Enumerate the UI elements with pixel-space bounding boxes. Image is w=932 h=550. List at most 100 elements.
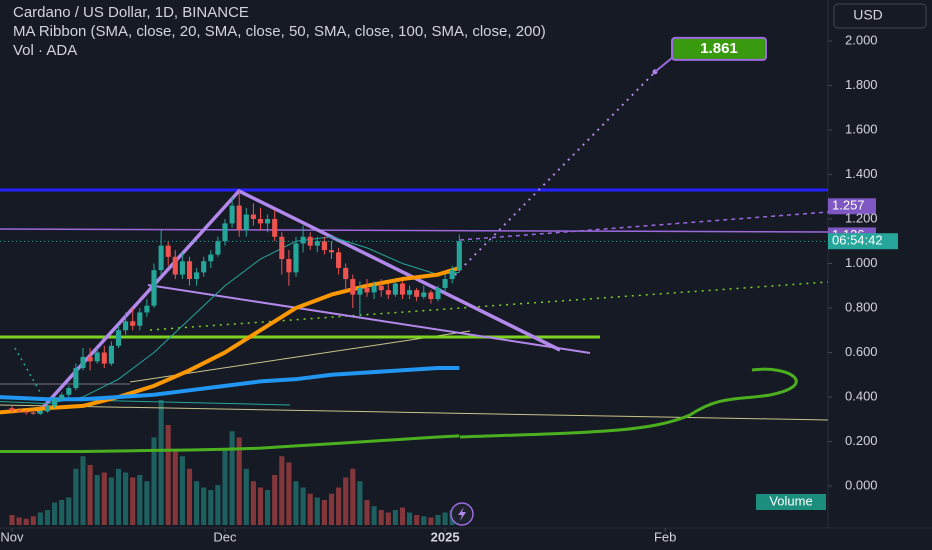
price-label-box bbox=[828, 198, 876, 215]
candle-body bbox=[279, 236, 285, 260]
volume-bar bbox=[265, 490, 271, 525]
volume-bar bbox=[442, 512, 448, 525]
volume-bar bbox=[201, 487, 207, 525]
volume-bar bbox=[52, 502, 58, 525]
candle-body bbox=[399, 283, 406, 295]
volume-bar bbox=[37, 512, 43, 525]
candle-body bbox=[201, 261, 207, 273]
x-tick-label: Dec bbox=[213, 529, 237, 544]
candle-body bbox=[293, 243, 299, 273]
y-tick-label: 0.800 bbox=[845, 299, 878, 314]
volume-bar bbox=[179, 456, 185, 525]
volume-bar bbox=[222, 450, 228, 525]
volume-bar bbox=[243, 468, 249, 525]
candle-body bbox=[300, 236, 306, 244]
candle-body bbox=[449, 270, 455, 280]
candle-body bbox=[37, 411, 43, 414]
volume-bar bbox=[23, 518, 29, 525]
currency-button[interactable] bbox=[833, 3, 927, 29]
y-tick-label: 1.000 bbox=[845, 255, 878, 270]
candles bbox=[9, 190, 462, 415]
y-tick-label: 1.200 bbox=[845, 210, 878, 225]
candle-body bbox=[179, 261, 185, 275]
volume-bar bbox=[279, 456, 285, 525]
trend-line bbox=[459, 211, 829, 241]
candle-body bbox=[165, 245, 171, 257]
candle-body bbox=[307, 236, 313, 246]
volume-bar bbox=[194, 481, 200, 525]
y-tick-label: 0.200 bbox=[845, 433, 878, 448]
candle-body bbox=[44, 405, 51, 412]
candle-body bbox=[392, 283, 398, 295]
volume-bar bbox=[414, 515, 420, 525]
candle-body bbox=[229, 205, 235, 224]
candle-body bbox=[257, 218, 264, 224]
volume-bar bbox=[208, 490, 214, 525]
volume-bar bbox=[215, 485, 221, 525]
candle-body bbox=[321, 241, 327, 251]
ma-line bbox=[0, 434, 460, 453]
volume-bar bbox=[108, 477, 114, 525]
candle-body bbox=[172, 256, 178, 275]
volume-bar bbox=[73, 468, 79, 525]
candle-body bbox=[158, 245, 164, 271]
candle-body bbox=[137, 312, 143, 326]
candle-body bbox=[286, 259, 292, 273]
volume-bar bbox=[357, 481, 363, 525]
volume-bar bbox=[399, 507, 406, 525]
trend-line bbox=[0, 404, 829, 421]
candle-body bbox=[414, 290, 420, 297]
x-tick-label: 2025 bbox=[431, 529, 460, 544]
volume-bar bbox=[350, 468, 356, 525]
candle-body bbox=[94, 352, 100, 362]
x-tick-label: Feb bbox=[654, 529, 676, 544]
candle-body bbox=[101, 352, 107, 364]
ma-ribbon bbox=[0, 236, 460, 453]
volume-bar bbox=[186, 468, 193, 525]
candle-body bbox=[357, 287, 363, 295]
y-tick-label: 1.400 bbox=[845, 166, 878, 181]
volume-bar bbox=[293, 481, 299, 525]
freehand-line bbox=[459, 367, 798, 439]
volume-bar bbox=[59, 500, 65, 525]
candle-body bbox=[428, 292, 434, 300]
volume-bar bbox=[9, 515, 15, 525]
y-tick-label: 0.000 bbox=[845, 477, 878, 492]
x-tick-label: Nov bbox=[0, 529, 24, 544]
volume-bar bbox=[87, 465, 93, 525]
y-tick-label: 1.800 bbox=[845, 77, 878, 92]
candle-body bbox=[80, 356, 86, 369]
volume-bar bbox=[336, 487, 342, 525]
volume-bar bbox=[421, 516, 427, 525]
ma-line bbox=[0, 236, 460, 405]
candle-body bbox=[336, 252, 342, 268]
volume-bar bbox=[229, 431, 235, 525]
candle-body bbox=[16, 410, 22, 412]
volume-title: Volume bbox=[769, 493, 812, 508]
candle-body bbox=[115, 330, 122, 346]
ma-line bbox=[0, 366, 460, 402]
volume-bar bbox=[286, 462, 292, 525]
chart-title: Cardano / US Dollar, 1D, BINANCE bbox=[13, 4, 249, 21]
trend-line bbox=[149, 281, 829, 331]
candle-body bbox=[350, 279, 356, 295]
trend-line bbox=[14, 347, 41, 393]
candle-body bbox=[272, 218, 278, 237]
y-tick-label: 2.000 bbox=[845, 32, 878, 47]
y-tick-label: 0.400 bbox=[845, 388, 878, 403]
candle-body bbox=[30, 412, 36, 414]
volume-bar bbox=[172, 450, 178, 525]
volume-bar bbox=[80, 456, 86, 525]
volume-bar bbox=[151, 437, 157, 525]
volume-bar bbox=[371, 506, 377, 525]
candle-body bbox=[208, 254, 214, 262]
price-label: 1.257 bbox=[832, 198, 865, 213]
volume-bar bbox=[16, 517, 22, 525]
candle-body bbox=[222, 223, 228, 242]
candle-body bbox=[456, 241, 462, 271]
volume-bar bbox=[144, 481, 150, 525]
indicator-legend: MA Ribbon (SMA, close, 20, SMA, close, 5… bbox=[13, 23, 546, 40]
candle-body bbox=[378, 285, 384, 291]
candle-body bbox=[314, 241, 320, 246]
candle-body bbox=[385, 290, 391, 295]
